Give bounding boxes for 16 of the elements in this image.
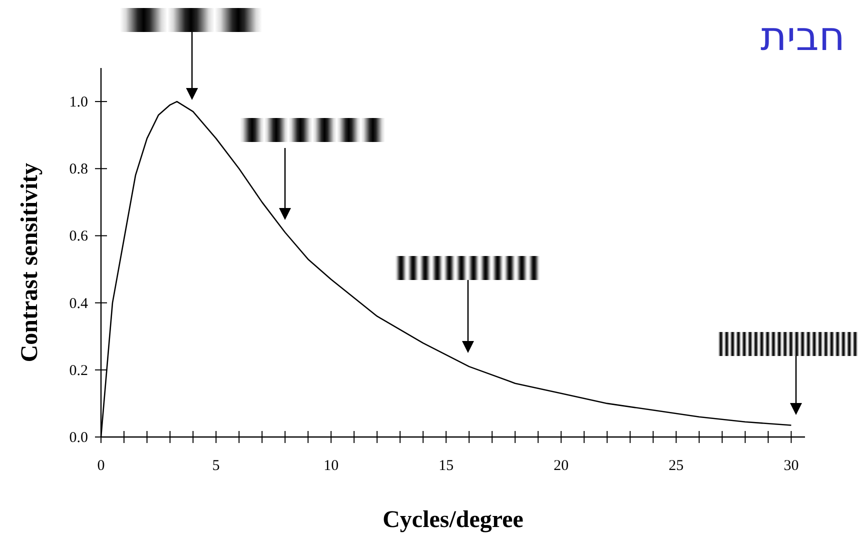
y-tick-label: 0.0 xyxy=(69,430,88,446)
y-axis-title: Contrast sensitivity xyxy=(17,162,43,362)
y-tick-label: 0.2 xyxy=(69,362,88,379)
x-tick-label: 10 xyxy=(324,458,339,474)
x-tick-label: 5 xyxy=(212,458,220,474)
y-tick-label: 0.4 xyxy=(69,296,88,312)
y-tick-label: 0.8 xyxy=(69,162,88,178)
x-tick-label: 25 xyxy=(668,458,684,474)
x-axis-title: Cycles/degree xyxy=(382,507,524,533)
x-tick-label: 15 xyxy=(438,458,454,474)
chart-title: חבית xyxy=(760,14,845,60)
x-tick-label: 30 xyxy=(784,458,799,474)
y-tick-label: 0.6 xyxy=(69,228,88,245)
x-tick-label: 0 xyxy=(97,458,105,474)
x-tick-label: 20 xyxy=(554,458,569,474)
y-tick-label: 1.0 xyxy=(69,94,88,111)
